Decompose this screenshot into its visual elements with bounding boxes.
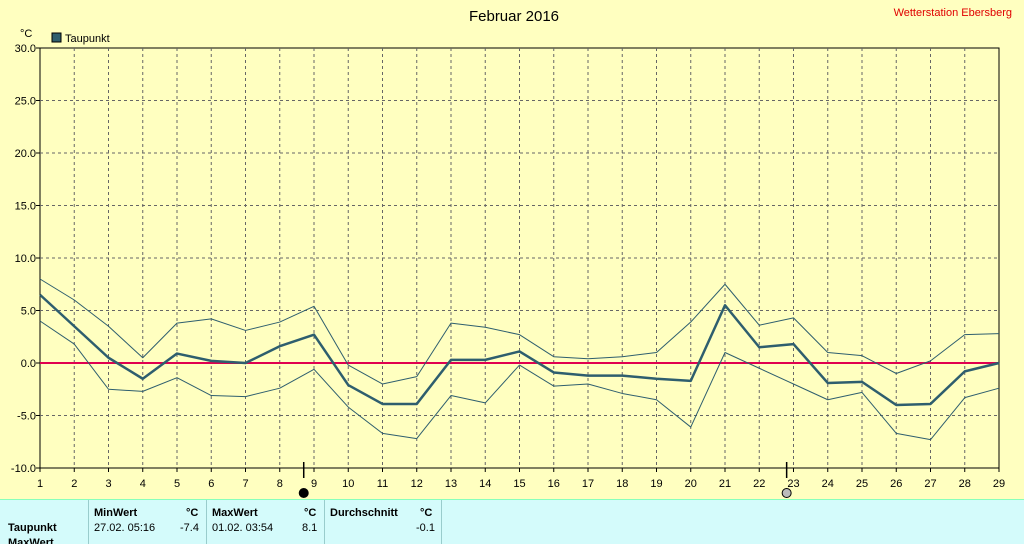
x-tick-label: 19 — [650, 478, 662, 490]
series-line-upper — [39, 278, 1000, 385]
stats-panel: Taupunkt MaxWert MinWert °C 27.02. 05:16… — [0, 499, 1024, 544]
y-tick-label: 30.0 — [15, 43, 36, 55]
stats-separator — [324, 500, 325, 544]
x-tick-label: 26 — [890, 478, 902, 490]
x-tick-label: 1 — [37, 478, 43, 490]
x-tick-label: 2 — [71, 478, 77, 490]
avg-unit: °C — [420, 507, 433, 519]
min-header: MinWert — [94, 507, 138, 519]
x-tick-label: 24 — [822, 478, 834, 490]
new-moon-icon — [298, 488, 309, 498]
station-name: Wetterstation Ebersberg — [894, 7, 1012, 19]
max-time: 01.02. 03:54 — [212, 522, 274, 534]
legend-swatch — [51, 32, 62, 43]
x-tick-label: 6 — [208, 478, 214, 490]
x-tick-label: 10 — [342, 478, 354, 490]
x-tick-label: 17 — [582, 478, 594, 490]
x-tick-label: 5 — [174, 478, 180, 490]
x-tick-labels: 1 2 3 4 5 6 7 8 9 10 11 12 13 14 15 16 17 18 19 20 21 22 23 24 2… — [37, 478, 1005, 490]
x-tick-label: 7 — [242, 478, 248, 490]
x-tick-label: 11 — [377, 478, 388, 490]
full-moon-icon — [781, 488, 792, 498]
x-tick-label: 21 — [719, 478, 731, 490]
x-tick-label: 13 — [445, 478, 457, 490]
y-tick-label: 15.0 — [15, 201, 36, 213]
x-tick-label: 12 — [411, 478, 423, 490]
series-line-taupunkt — [39, 293, 1000, 407]
x-tick-label: 22 — [753, 478, 765, 490]
x-tick-label: 3 — [105, 478, 111, 490]
x-tick-label: 18 — [616, 478, 628, 490]
x-tick-label: 15 — [513, 478, 525, 490]
grid — [36, 47, 1000, 472]
max-header: MaxWert — [212, 507, 258, 519]
stats-row2-label: MaxWert — [8, 537, 54, 544]
avg-value: -0.1 — [416, 522, 435, 534]
min-value: -7.4 — [180, 522, 199, 534]
stats-separator — [88, 500, 89, 544]
min-time: 27.02. 05:16 — [94, 522, 156, 534]
series-line-lower — [39, 320, 1000, 441]
y-tick-label: 25.0 — [15, 96, 36, 108]
x-tick-label: 8 — [277, 478, 283, 490]
x-tick-label: 28 — [959, 478, 971, 490]
moon-markers — [298, 462, 792, 498]
chart-title: Februar 2016 — [469, 8, 559, 25]
y-tick-label: 20.0 — [15, 148, 36, 160]
series-lines — [39, 278, 1000, 441]
x-tick-label: 25 — [856, 478, 868, 490]
x-tick-label: 16 — [548, 478, 560, 490]
y-tick-label: -5.0 — [17, 411, 36, 423]
y-tick-label: 10.0 — [15, 253, 36, 265]
stats-row-label: Taupunkt — [8, 522, 57, 534]
stats-separator — [206, 500, 207, 544]
max-value: 8.1 — [302, 522, 318, 534]
stats-separator — [441, 500, 442, 544]
min-unit: °C — [186, 507, 199, 519]
chart-area: Februar 2016 Wetterstation Ebersberg °C … — [11, 7, 1012, 498]
x-tick-label: 23 — [787, 478, 799, 490]
y-tick-labels: 30.0 25.0 20.0 15.0 10.0 5.0 0.0 -5.0 -10.0 — [11, 43, 36, 475]
x-tick-label: 29 — [993, 478, 1005, 490]
legend-label: Taupunkt — [65, 33, 110, 45]
y-tick-label: 0.0 — [21, 358, 36, 370]
x-tick-label: 20 — [685, 478, 697, 490]
x-tick-label: 9 — [311, 478, 317, 490]
x-tick-label: 27 — [924, 478, 936, 490]
y-tick-label: 5.0 — [21, 306, 36, 318]
max-unit: °C — [304, 507, 317, 519]
x-tick-label: 4 — [140, 478, 146, 490]
y-axis-unit: °C — [20, 28, 32, 40]
y-tick-label: -10.0 — [11, 463, 36, 475]
x-tick-label: 14 — [479, 478, 491, 490]
avg-header: Durchschnitt — [330, 507, 398, 519]
